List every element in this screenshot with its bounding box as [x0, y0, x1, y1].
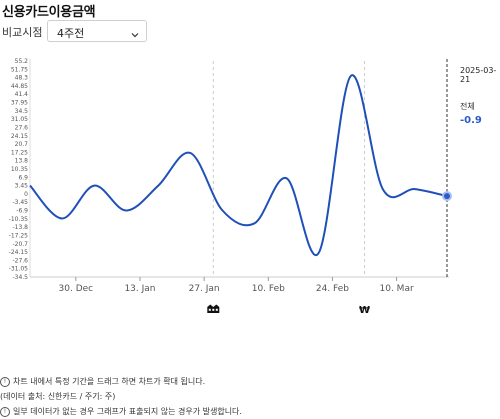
data-point[interactable] [188, 150, 193, 155]
y-tick-label: -24.15 [9, 249, 29, 256]
data-point[interactable] [380, 187, 385, 192]
note-text: 일부 데이터가 없는 경우 그래프가 표출되지 않는 경우가 발생합니다. [13, 407, 242, 416]
data-point[interactable] [252, 221, 257, 226]
x-tick-label: 10. Feb [252, 284, 285, 294]
data-point[interactable] [220, 208, 225, 213]
y-tick-label: 34.5 [15, 108, 29, 115]
y-tick-label: -13.8 [12, 224, 28, 231]
x-tick-label: 24. Feb [316, 284, 349, 294]
y-tick-label: 24.15 [11, 133, 28, 140]
y-tick-label: 3.45 [15, 183, 29, 190]
y-tick-label: -31.05 [9, 266, 29, 273]
won-icon: ₩ [359, 305, 370, 316]
data-point[interactable] [412, 187, 417, 192]
y-tick-label: 10.35 [11, 166, 28, 173]
side-value: -0.9 [460, 115, 482, 126]
x-tick-label: 13. Jan [124, 284, 155, 294]
data-point[interactable] [124, 208, 129, 213]
won-symbol: ₩ [359, 305, 370, 316]
y-tick-label: 6.9 [18, 174, 28, 181]
side-label: 전체 [460, 102, 475, 111]
data-point[interactable] [28, 183, 33, 188]
info-icon: ! [0, 376, 10, 387]
building-window [208, 308, 211, 311]
y-tick-label: -3.45 [12, 199, 28, 206]
y-tick-label: 13.8 [15, 158, 29, 165]
building-icon [207, 304, 220, 313]
y-tick-label: 27.6 [15, 124, 29, 131]
side-date: 2025-03-21 [460, 66, 497, 84]
building-window [212, 308, 215, 311]
data-point[interactable] [60, 216, 65, 221]
y-tick-label: 48.3 [15, 75, 29, 82]
data-point[interactable] [156, 183, 161, 188]
y-tick-label: 0 [24, 191, 28, 198]
y-tick-label: -20.7 [12, 241, 28, 248]
chevron-down-icon [130, 25, 140, 44]
compare-label: 비교시점 [2, 26, 43, 39]
building-window [215, 308, 218, 311]
note-text: 차트 내에서 특정 기간을 드래그 하면 차트가 확대 됩니다. [13, 377, 206, 386]
compare-select[interactable]: 4주전 [47, 20, 147, 42]
y-tick-label: 37.95 [11, 100, 28, 107]
note-row: ! 차트 내에서 특정 기간을 드래그 하면 차트가 확대 됩니다. [0, 374, 242, 389]
y-tick-label: -10.35 [9, 216, 29, 223]
y-tick-label: -17.25 [9, 232, 29, 239]
x-tick-label: 30. Dec [59, 284, 94, 294]
y-tick-label: 55.2 [15, 58, 29, 65]
data-point[interactable] [92, 183, 97, 188]
y-tick-label: -27.6 [12, 257, 28, 264]
note-row: (데이터 출처: 신한카드 / 주기: 주) [0, 389, 242, 404]
y-tick-label: -34.5 [12, 274, 28, 281]
y-tick-label: 31.05 [11, 116, 28, 123]
y-tick-label: 44.85 [11, 83, 28, 90]
y-tick-label: 51.75 [11, 66, 28, 73]
note-text: (데이터 출처: 신한카드 / 주기: 주) [0, 392, 116, 401]
y-tick-label: 17.25 [11, 149, 28, 156]
data-point[interactable] [348, 73, 353, 78]
notes: ! 차트 내에서 특정 기간을 드래그 하면 차트가 확대 됩니다. (데이터 … [0, 374, 242, 419]
note-row: ! 일부 데이터가 없는 경우 그래프가 표출되지 않는 경우가 발생합니다. [0, 404, 242, 419]
building-shape [207, 304, 220, 313]
y-tick-label: 20.7 [15, 141, 29, 148]
y-tick-label: -6.9 [16, 208, 28, 215]
info-icon: ! [0, 406, 10, 417]
data-point[interactable] [316, 250, 321, 255]
compare-select-value: 4주전 [57, 27, 85, 40]
x-tick-label: 10. Mar [380, 284, 414, 294]
series-line [29, 74, 448, 257]
current-data-point[interactable] [442, 191, 452, 202]
page-title: 신용카드이용금액 [2, 5, 96, 20]
data-point[interactable] [284, 176, 289, 181]
x-tick-label: 27. Jan [189, 284, 220, 294]
y-tick-label: 41.4 [15, 91, 29, 98]
